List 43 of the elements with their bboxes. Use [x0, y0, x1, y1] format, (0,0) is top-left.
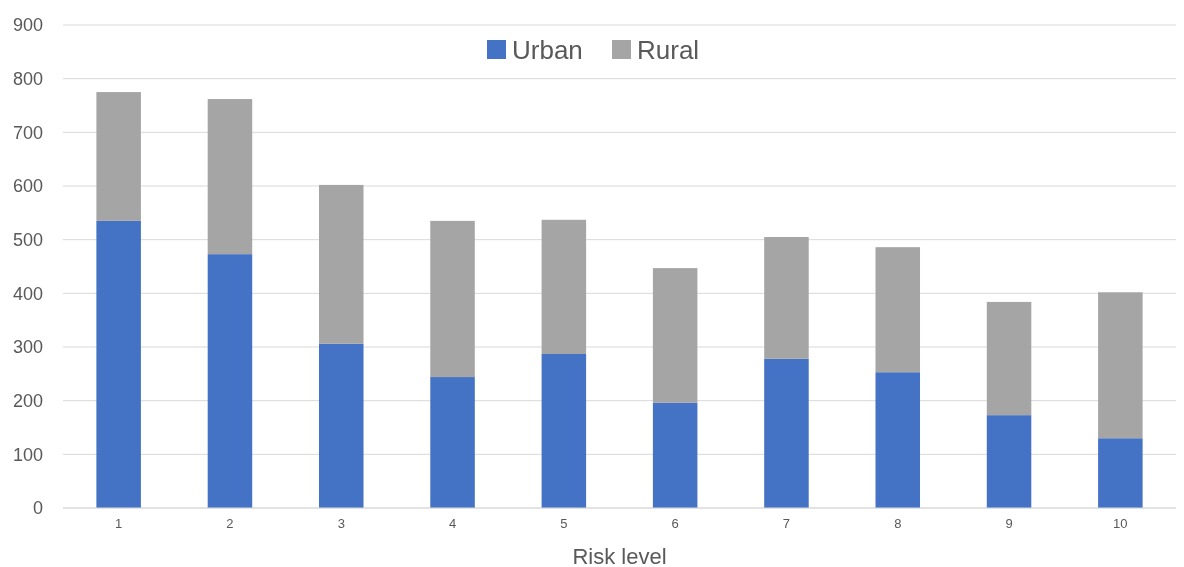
x-tick-label: 4 — [448, 516, 457, 531]
bar — [986, 301, 1032, 416]
x-axis-title: Risk level — [572, 544, 667, 567]
bar — [1098, 438, 1143, 508]
bar — [652, 268, 698, 403]
y-tick-label: 0 — [32, 498, 43, 519]
y-tick-label: 600 — [12, 176, 43, 197]
y-tick-label: 400 — [12, 283, 43, 304]
bar — [96, 92, 141, 221]
bar — [764, 358, 809, 508]
bar — [541, 219, 587, 354]
y-tick-label: 700 — [12, 122, 43, 143]
y-tick-label: 900 — [12, 15, 43, 36]
legend-label: Rural — [637, 35, 700, 66]
bar — [318, 184, 364, 344]
x-tick-label: 6 — [671, 516, 679, 531]
bar — [541, 353, 587, 508]
y-tick-label: 500 — [12, 229, 43, 250]
y-tick-label: 800 — [12, 68, 43, 89]
x-tick-label: 2 — [226, 516, 234, 531]
bar — [318, 343, 364, 508]
bar — [96, 220, 141, 508]
x-tick-label: 9 — [1005, 516, 1013, 531]
y-tick-label: 300 — [12, 337, 43, 358]
y-tick-label: 100 — [12, 444, 43, 465]
bar — [207, 99, 253, 255]
bar — [875, 372, 921, 508]
bar — [207, 254, 253, 508]
x-tick-label: 3 — [337, 516, 345, 531]
bar — [430, 377, 475, 508]
x-tick-label: 10 — [1113, 516, 1128, 531]
y-tick-label: 200 — [12, 390, 43, 411]
bar — [1098, 292, 1143, 439]
bar — [764, 236, 809, 359]
bar — [986, 415, 1032, 508]
x-tick-label: 1 — [115, 516, 123, 531]
bar — [875, 247, 921, 373]
x-tick-label: 7 — [782, 516, 791, 531]
x-tick-label: 8 — [894, 516, 902, 531]
bar — [652, 402, 698, 508]
bar — [430, 220, 475, 378]
legend-label: Urban — [512, 35, 583, 66]
x-tick-label: 5 — [560, 516, 568, 531]
